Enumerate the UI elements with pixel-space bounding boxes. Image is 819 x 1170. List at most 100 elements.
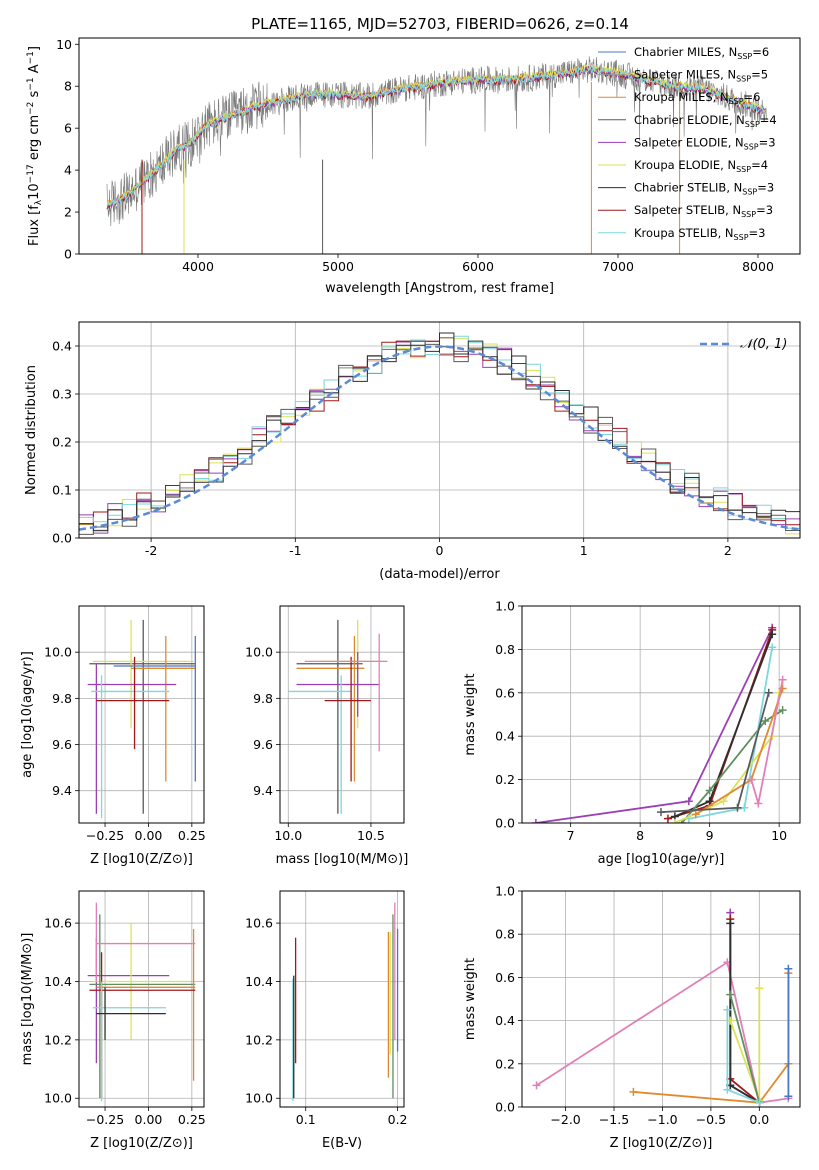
legend-label-text: Chabrier ELODIE, N	[634, 113, 745, 127]
data-point-marker	[747, 775, 756, 784]
series-line	[536, 960, 789, 1104]
x-axis-label: Z [log10(Z/Z⊙)]	[90, 1136, 193, 1151]
data-point-marker	[778, 675, 787, 684]
x-tick-label: 5000	[322, 259, 354, 274]
y-axis-label: mass [log10(M/M⊙)]	[20, 933, 35, 1066]
y-tick-label: 0.0	[495, 816, 515, 831]
y-axis-label-part: −1	[26, 77, 36, 90]
y-axis-label: Normed distribution	[24, 365, 39, 495]
y-axis-label-part: s	[27, 90, 42, 101]
data-point-marker	[705, 786, 714, 795]
data-point-marker	[723, 1085, 732, 1094]
y-tick-label: 9.6	[52, 737, 72, 752]
data-point-marker	[629, 1087, 638, 1096]
age-vs-metallicity-plot: −0.25 0.00 0.25 9.4 9.6 9.8 10.0 Z [log10(Z/Z⊙)…	[20, 605, 206, 867]
legend-label: Chabrier MILES, NSSP=6	[634, 45, 769, 61]
data-point-marker	[719, 797, 728, 806]
data-point-marker	[532, 1081, 541, 1090]
series-line	[695, 688, 784, 816]
y-tick-label: 0.6	[495, 970, 515, 985]
plot-area	[532, 908, 793, 1107]
y-axis-label: age [log10(age/yr)]	[20, 651, 35, 778]
data-point-marker	[764, 688, 773, 697]
data-point-marker	[531, 819, 540, 823]
spectrum-plot: 4000 5000 6000 7000 8000 0 2 4 6 8 10 wavelength [A…	[26, 37, 801, 296]
histogram-step-line	[79, 332, 800, 537]
grid	[522, 890, 800, 1108]
y-tick-label: 1.0	[495, 599, 515, 614]
x-tick-label: 10	[771, 828, 787, 843]
y-tick-label: 10.0	[44, 1091, 72, 1106]
x-tick-label: 8000	[742, 259, 774, 274]
y-axis-label-part: 10	[27, 183, 42, 200]
y-tick-label: 0.3	[52, 387, 72, 402]
legend-label: Kroupa ELODIE, NSSP=4	[634, 158, 768, 174]
x-tick-label: -2	[145, 543, 157, 558]
legend-label-value: =6	[744, 90, 761, 104]
y-tick-label: 0.4	[495, 729, 515, 744]
mass-weight-vs-age-plot: 7 8 9 10 0.0 0.2 0.4 0.6 0.8 1.0 age [log10(age/yr…	[463, 599, 801, 867]
legend-label-sub: SSP	[734, 233, 749, 242]
axes-frame	[279, 605, 405, 824]
y-tick-label: 9.4	[52, 783, 72, 798]
data-point-marker	[755, 984, 764, 993]
legend-label: Kroupa STELIB, NSSP=3	[634, 226, 765, 242]
y-tick-label: 10	[56, 37, 72, 52]
axes-frame	[78, 890, 205, 1108]
x-tick-label: 0.2	[388, 1112, 408, 1127]
x-tick-label: 0.25	[178, 828, 206, 843]
y-tick-label: 10.4	[44, 974, 72, 989]
axes-frame	[279, 890, 405, 1108]
legend-label-text: Chabrier STELIB, N	[634, 181, 742, 195]
grid	[280, 606, 404, 823]
x-tick-label: −1.5	[599, 1112, 629, 1127]
x-tick-label: 7000	[602, 259, 634, 274]
data-point-marker	[761, 717, 770, 726]
legend-label-text: Kroupa MILES, N	[634, 90, 729, 104]
normal-curve-line	[79, 345, 800, 531]
x-axis-label: Z [log10(Z/Z⊙)]	[90, 852, 193, 867]
data-point-marker	[726, 990, 735, 999]
legend-label-text: Kroupa ELODIE, N	[634, 158, 736, 172]
x-tick-label: 0.1	[296, 1112, 316, 1127]
series-line	[674, 633, 774, 818]
figure-title: PLATE=1165, MJD=52703, FIBERID=0626, z=0…	[251, 15, 629, 33]
model-spectrum-line	[106, 65, 767, 210]
y-tick-label: 0.2	[495, 1056, 515, 1071]
grid	[280, 891, 404, 1107]
mass-vs-extinction-plot: 0.1 0.2 10.0 10.2 10.4 10.6 E(B-V)	[245, 890, 408, 1151]
x-axis-label: wavelength [Angstrom, rest frame]	[325, 281, 554, 296]
plot-area	[79, 332, 800, 538]
axes-frame	[521, 605, 801, 824]
y-tick-label: 10.2	[44, 1032, 72, 1047]
legend-label-text: Kroupa STELIB, N	[634, 226, 734, 240]
plot-area	[531, 623, 787, 823]
y-axis-label-part: −2	[26, 102, 36, 115]
x-tick-label: 1	[580, 543, 588, 558]
series-line	[681, 709, 784, 823]
data-point-marker	[657, 808, 665, 817]
x-tick-label: −0.25	[86, 1112, 124, 1127]
data-point-marker	[768, 630, 777, 639]
legend-label-sub: SSP	[736, 165, 751, 174]
data-point-marker	[778, 706, 787, 715]
y-tick-label: 10.0	[245, 645, 273, 660]
x-tick-label: 0.00	[135, 1112, 163, 1127]
legend-label-text: Chabrier MILES, N	[634, 45, 737, 59]
y-tick-label: 0.8	[495, 927, 515, 942]
legend-label-value: =5	[751, 68, 768, 82]
data-point-marker	[784, 964, 793, 973]
y-tick-label: 0.0	[495, 1100, 515, 1115]
y-tick-label: 10.6	[44, 916, 72, 931]
data-point-marker	[726, 919, 735, 928]
y-tick-label: 9.8	[52, 691, 72, 706]
data-point-marker	[705, 797, 714, 806]
y-tick-label: 0.4	[495, 1013, 515, 1028]
mass-weight-vs-metallicity-plot: −2.0 −1.5 −1.0 −0.5 0.0 0.0 0.2 0.4 0.6 0.8 1.0 Z […	[463, 884, 801, 1151]
y-tick-label: 10.4	[245, 974, 273, 989]
observed-spectrum-line	[106, 56, 767, 227]
x-tick-label: 6000	[462, 259, 494, 274]
axes-frame	[521, 890, 801, 1108]
y-tick-label: 0.4	[52, 339, 72, 354]
